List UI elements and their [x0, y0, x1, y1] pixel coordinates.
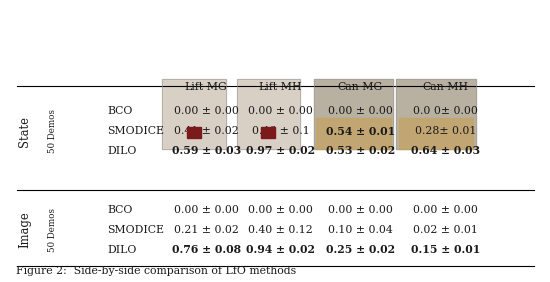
Bar [396, 79, 476, 149]
Text: Image: Image [18, 212, 31, 248]
Bar [236, 79, 300, 149]
Bar [314, 79, 393, 149]
Text: 0.21 ± 0.02: 0.21 ± 0.02 [174, 225, 239, 235]
Text: 0.00 ± 0.00: 0.00 ± 0.00 [248, 205, 313, 215]
Bar [186, 127, 201, 138]
Bar [236, 79, 300, 149]
Text: State: State [18, 116, 31, 147]
Text: 0.41 ± 0.02: 0.41 ± 0.02 [174, 126, 239, 136]
Text: 0.40 ± 0.12: 0.40 ± 0.12 [248, 225, 313, 235]
Text: 0.02 ± 0.01: 0.02 ± 0.01 [413, 225, 478, 235]
Text: 0.00 ± 0.00: 0.00 ± 0.00 [413, 205, 478, 215]
Text: 0.25 ± 0.02: 0.25 ± 0.02 [326, 244, 395, 255]
Text: 0.53 ± 0.02: 0.53 ± 0.02 [326, 145, 395, 157]
Text: 0.76 ± 0.08: 0.76 ± 0.08 [172, 244, 241, 255]
Text: 50 Demos: 50 Demos [48, 109, 57, 153]
Bar [162, 79, 226, 149]
Text: 0.00 ± 0.00: 0.00 ± 0.00 [174, 205, 239, 215]
Text: Lift-MH: Lift-MH [258, 82, 303, 92]
Text: 0.00 ± 0.00: 0.00 ± 0.00 [174, 106, 239, 116]
Bar [261, 127, 275, 138]
Text: DILO: DILO [107, 146, 136, 156]
Text: Can-MH: Can-MH [422, 82, 469, 92]
Text: 50 Demos: 50 Demos [48, 208, 57, 252]
Text: 0.0 0± 0.00: 0.0 0± 0.00 [413, 106, 478, 116]
Text: Figure 2:  Side-by-side comparison of LfO methods: Figure 2: Side-by-side comparison of LfO… [16, 266, 296, 276]
Text: 0.00 ± 0.00: 0.00 ± 0.00 [248, 106, 313, 116]
Text: 0.97 ± 0.02: 0.97 ± 0.02 [246, 145, 315, 157]
Text: BCO: BCO [107, 106, 133, 116]
Text: SMODICE: SMODICE [107, 126, 164, 136]
Text: 0.00 ± 0.00: 0.00 ± 0.00 [328, 205, 393, 215]
Text: 0.00 ± 0.00: 0.00 ± 0.00 [328, 106, 393, 116]
Text: 0.64 ± 0.03: 0.64 ± 0.03 [411, 145, 480, 157]
Text: 0.54 ± 0.01: 0.54 ± 0.01 [326, 125, 395, 137]
Text: Lift-MG: Lift-MG [185, 82, 228, 92]
Bar [396, 79, 476, 149]
Text: 0.10 ± 0.04: 0.10 ± 0.04 [328, 225, 393, 235]
Text: 0.15 ± 0.01: 0.15 ± 0.01 [411, 244, 480, 255]
Text: 0.94 ± 0.02: 0.94 ± 0.02 [246, 244, 315, 255]
Bar [316, 118, 390, 149]
Text: BCO: BCO [107, 205, 133, 215]
Text: DILO: DILO [107, 244, 136, 255]
Text: Can-MG: Can-MG [338, 82, 383, 92]
Text: 0.28± 0.01: 0.28± 0.01 [415, 126, 476, 136]
Bar [314, 79, 393, 149]
Text: 0.46 ± 0.1: 0.46 ± 0.1 [252, 126, 309, 136]
Bar [399, 118, 473, 149]
Text: 0.59 ± 0.03: 0.59 ± 0.03 [172, 145, 241, 157]
Bar [162, 79, 226, 149]
Text: SMODICE: SMODICE [107, 225, 164, 235]
